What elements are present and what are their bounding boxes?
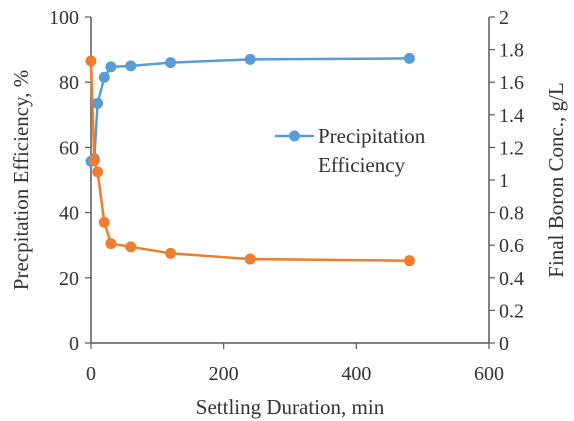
data-point: [403, 52, 415, 64]
x-tick-label: 200: [209, 363, 239, 385]
tick-marks: [85, 16, 495, 349]
data-point: [125, 60, 137, 72]
legend-marker: [289, 130, 300, 142]
left-y-tick-labels: 0 20 40 60 80 100: [49, 7, 79, 355]
series-1: [85, 55, 415, 267]
data-point: [98, 216, 110, 228]
data-point: [165, 57, 177, 69]
y2-tick-label: 1.6: [499, 72, 524, 94]
data-point: [85, 55, 97, 67]
y2-tick-label: 1: [499, 170, 509, 192]
x-tick-label: 400: [341, 363, 371, 385]
y2-tick-label: 0: [499, 333, 509, 355]
legend-label-line2: Efficiency: [318, 153, 406, 177]
right-y-tick-labels: 0 0.2 0.4 0.6 0.8 1 1.2 1.4 1.6 1.8 2: [499, 7, 524, 355]
data-point: [92, 97, 104, 109]
data-point: [98, 71, 110, 83]
y-tick-label: 100: [49, 7, 79, 29]
y2-tick-label: 1.2: [499, 137, 524, 159]
data-point: [244, 253, 256, 265]
data-point: [105, 61, 117, 73]
data-point: [92, 166, 104, 178]
data-point: [105, 238, 117, 250]
y-tick-label: 80: [59, 72, 79, 94]
y2-axis-label: Final Boron Conc., g/L: [544, 82, 568, 277]
x-tick-labels: 0 200 400 600: [86, 363, 504, 385]
data-point: [244, 53, 256, 65]
data-point: [165, 247, 177, 259]
y-tick-label: 60: [59, 137, 79, 159]
x-axis-label: Settling Duration, min: [196, 395, 385, 419]
y2-tick-label: 1.8: [499, 40, 524, 62]
data-point: [88, 154, 100, 166]
x-tick-label: 0: [86, 363, 96, 385]
data-point: [125, 241, 137, 253]
x-tick-label: 600: [474, 363, 504, 385]
data-point: [403, 255, 415, 267]
y2-tick-label: 0.4: [499, 268, 524, 290]
series-0: [85, 52, 415, 167]
y2-tick-label: 0.8: [499, 203, 524, 225]
y-tick-label: 40: [59, 203, 79, 225]
plot-area: [90, 17, 490, 344]
y-tick-label: 20: [59, 268, 79, 290]
legend-label-line1: Precipitation: [318, 124, 426, 148]
y2-tick-label: 1.4: [499, 105, 524, 127]
series-layer: [85, 52, 415, 267]
legend: Precipitation Efficiency: [275, 124, 426, 177]
y2-tick-label: 0.6: [499, 235, 524, 257]
y-axis-label: Precpitation Efficiency, %: [9, 70, 33, 290]
y-tick-label: 0: [69, 333, 79, 355]
y2-tick-label: 2: [499, 7, 509, 29]
y2-tick-label: 0.2: [499, 300, 524, 322]
